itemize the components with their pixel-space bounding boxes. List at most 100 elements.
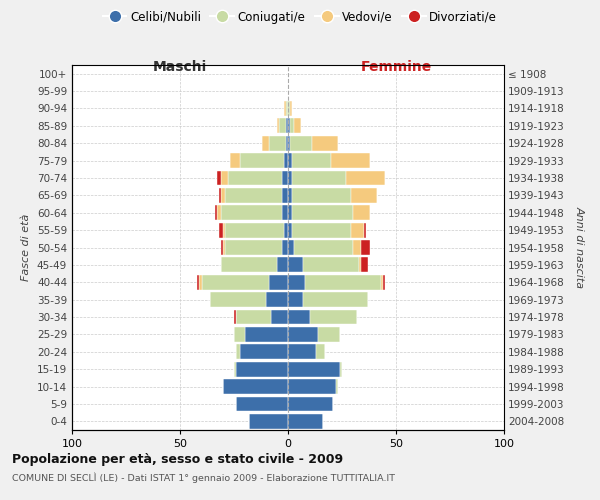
Bar — [215, 206, 217, 220]
Bar — [346, 170, 385, 186]
Bar — [288, 136, 290, 150]
Bar — [234, 327, 245, 342]
Bar — [227, 170, 281, 186]
Bar — [269, 275, 288, 289]
Bar — [383, 275, 385, 289]
Bar — [226, 188, 281, 202]
Bar — [288, 101, 290, 116]
Bar — [288, 396, 334, 411]
Text: Femmine: Femmine — [361, 60, 431, 74]
Bar — [290, 118, 295, 133]
Bar — [210, 292, 266, 307]
Bar — [288, 327, 318, 342]
Bar — [288, 188, 292, 202]
Bar — [290, 101, 292, 116]
Bar — [284, 222, 288, 238]
Bar — [236, 344, 241, 359]
Bar — [288, 206, 292, 220]
Bar — [234, 362, 236, 376]
Bar — [219, 188, 221, 202]
Bar — [269, 136, 286, 150]
Bar — [292, 206, 353, 220]
Bar — [292, 188, 350, 202]
Bar — [288, 240, 295, 255]
Bar — [262, 136, 269, 150]
Bar — [221, 240, 223, 255]
Bar — [217, 170, 221, 186]
Bar — [288, 344, 316, 359]
Bar — [266, 292, 288, 307]
Bar — [303, 258, 359, 272]
Bar — [350, 188, 377, 202]
Bar — [359, 258, 361, 272]
Bar — [340, 362, 342, 376]
Bar — [281, 240, 288, 255]
Bar — [361, 240, 370, 255]
Bar — [284, 101, 286, 116]
Bar — [230, 153, 241, 168]
Bar — [361, 258, 368, 272]
Text: Maschi: Maschi — [153, 60, 207, 74]
Bar — [295, 118, 301, 133]
Bar — [288, 275, 305, 289]
Bar — [288, 222, 292, 238]
Bar — [277, 118, 280, 133]
Bar — [221, 188, 226, 202]
Bar — [292, 222, 350, 238]
Bar — [288, 153, 292, 168]
Bar — [249, 414, 288, 428]
Bar — [288, 292, 303, 307]
Bar — [364, 222, 366, 238]
Bar — [335, 379, 338, 394]
Bar — [245, 327, 288, 342]
Bar — [281, 188, 288, 202]
Bar — [288, 414, 323, 428]
Bar — [241, 344, 288, 359]
Bar — [236, 362, 288, 376]
Bar — [271, 310, 288, 324]
Legend: Celibi/Nubili, Coniugati/e, Vedovi/e, Divorziati/e: Celibi/Nubili, Coniugati/e, Vedovi/e, Di… — [98, 6, 502, 28]
Bar — [241, 153, 284, 168]
Bar — [280, 118, 286, 133]
Bar — [286, 118, 288, 133]
Y-axis label: Fasce di età: Fasce di età — [22, 214, 31, 281]
Bar — [286, 101, 288, 116]
Bar — [284, 153, 288, 168]
Bar — [331, 153, 370, 168]
Bar — [292, 170, 346, 186]
Bar — [318, 327, 340, 342]
Bar — [226, 240, 281, 255]
Bar — [236, 310, 271, 324]
Bar — [353, 206, 370, 220]
Bar — [199, 275, 202, 289]
Bar — [303, 292, 368, 307]
Bar — [219, 222, 223, 238]
Bar — [223, 240, 226, 255]
Bar — [217, 206, 221, 220]
Bar — [288, 258, 303, 272]
Bar — [350, 222, 364, 238]
Bar — [281, 170, 288, 186]
Bar — [236, 396, 288, 411]
Bar — [277, 258, 288, 272]
Bar — [310, 310, 357, 324]
Text: COMUNE DI SECLÌ (LE) - Dati ISTAT 1° gennaio 2009 - Elaborazione TUTTITALIA.IT: COMUNE DI SECLÌ (LE) - Dati ISTAT 1° gen… — [12, 472, 395, 483]
Bar — [288, 362, 340, 376]
Bar — [226, 222, 284, 238]
Bar — [295, 240, 353, 255]
Bar — [288, 310, 310, 324]
Bar — [292, 153, 331, 168]
Bar — [288, 170, 292, 186]
Bar — [290, 136, 312, 150]
Bar — [381, 275, 383, 289]
Bar — [312, 136, 338, 150]
Bar — [234, 310, 236, 324]
Bar — [197, 275, 199, 289]
Text: Popolazione per età, sesso e stato civile - 2009: Popolazione per età, sesso e stato civil… — [12, 452, 343, 466]
Bar — [223, 222, 226, 238]
Bar — [305, 275, 381, 289]
Bar — [288, 118, 290, 133]
Y-axis label: Anni di nascita: Anni di nascita — [574, 206, 584, 288]
Bar — [316, 344, 325, 359]
Bar — [286, 136, 288, 150]
